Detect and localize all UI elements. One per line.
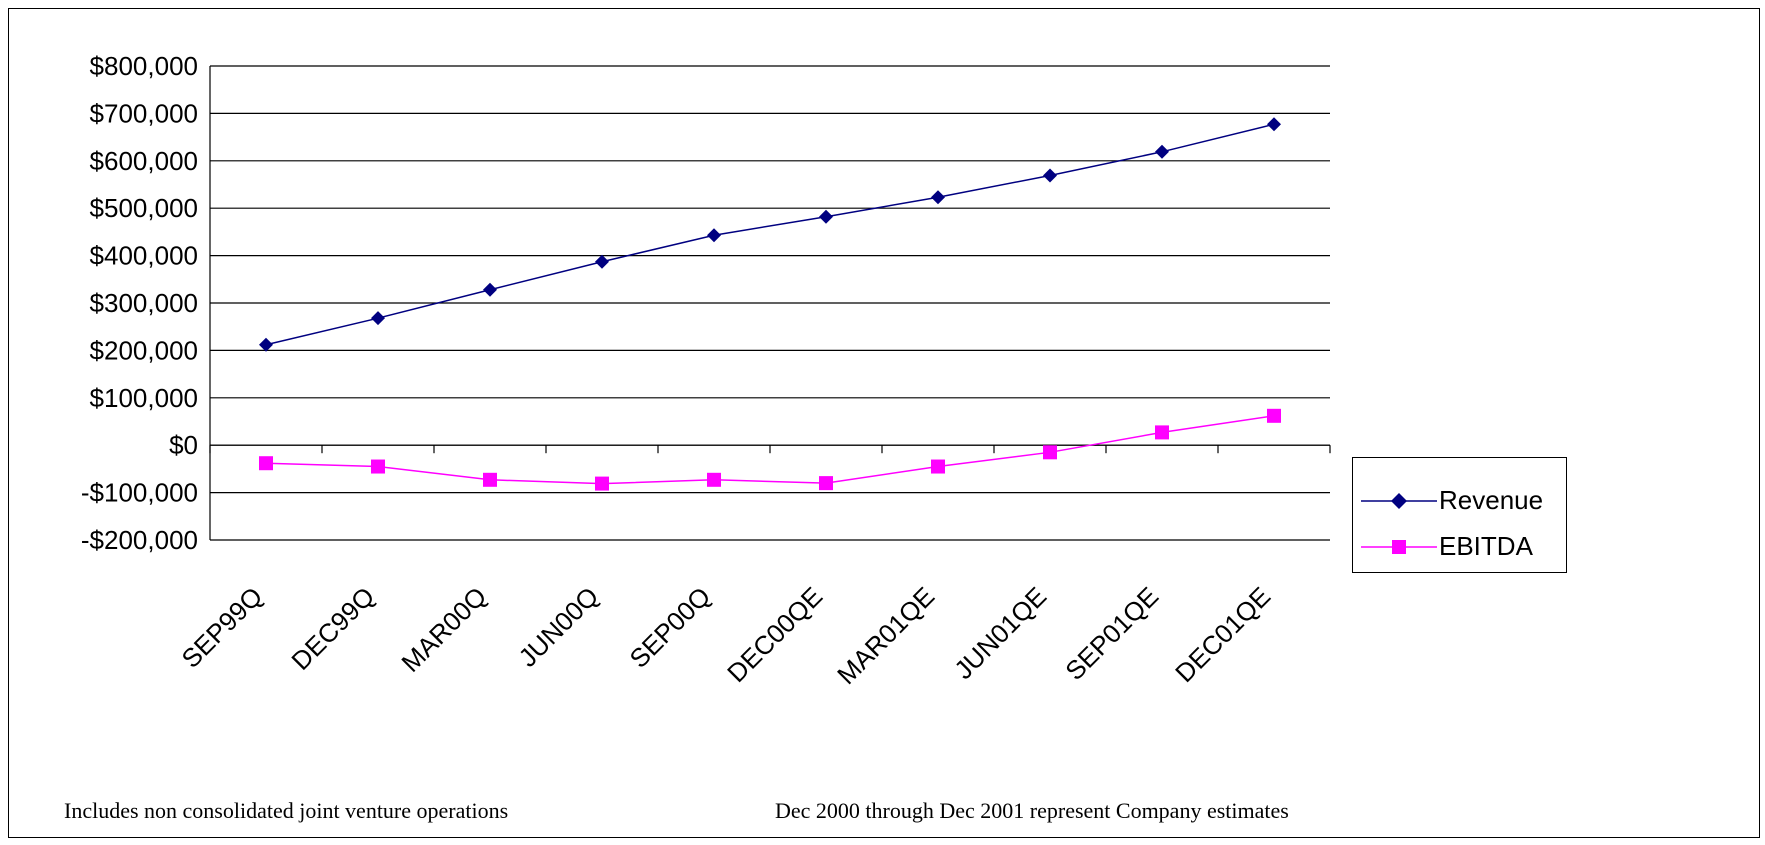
x-tick-label: DEC99Q [285, 581, 380, 676]
legend-item-revenue: Revenue [1353, 481, 1568, 521]
y-tick-label: $200,000 [90, 335, 198, 365]
data-point-ebitda [595, 476, 609, 491]
data-point-revenue [819, 209, 833, 224]
data-point-revenue [1043, 168, 1057, 183]
data-point-ebitda [371, 459, 385, 474]
data-point-ebitda [1267, 408, 1281, 423]
data-point-ebitda [931, 459, 945, 474]
chart-frame [8, 8, 1760, 838]
legend-item-ebitda: EBITDA [1353, 527, 1568, 567]
legend-label-ebitda: EBITDA [1439, 531, 1533, 561]
x-tick-label: SEP00Q [623, 581, 716, 674]
y-tick-label: $400,000 [90, 241, 198, 271]
data-point-revenue [1155, 144, 1169, 159]
series-line-ebitda [265, 415, 1275, 485]
data-point-revenue [483, 282, 497, 297]
legend-label-revenue: Revenue [1439, 485, 1544, 515]
y-tick-label: $600,000 [90, 146, 198, 176]
legend-swatch-revenue [1361, 493, 1437, 509]
y-tick-label: -$100,000 [81, 478, 198, 508]
data-point-ebitda [819, 476, 833, 491]
y-tick-label: $0 [169, 430, 198, 460]
data-point-revenue [371, 311, 385, 326]
data-point-revenue [595, 254, 609, 269]
x-tick-label: DEC00QE [721, 581, 828, 688]
data-point-ebitda [483, 472, 497, 487]
series-line-revenue [265, 123, 1275, 346]
x-tick-label: JUN01QE [948, 581, 1052, 685]
y-tick-label: $800,000 [90, 51, 198, 81]
data-point-revenue [707, 228, 721, 243]
legend-swatch-ebitda [1361, 540, 1437, 554]
x-tick-label: JUN00Q [513, 581, 605, 673]
note-joint-venture: Includes non consolidated joint venture … [64, 798, 509, 823]
data-point-revenue [931, 190, 945, 205]
data-point-ebitda [1155, 425, 1169, 440]
data-point-ebitda [1043, 445, 1057, 460]
y-tick-label: $700,000 [90, 98, 198, 128]
chart-legend: Revenue EBITDA [1352, 457, 1567, 573]
y-tick-label: $500,000 [90, 193, 198, 223]
data-point-revenue [259, 337, 273, 352]
y-tick-label: $300,000 [90, 288, 198, 318]
x-tick-label: SEP01QE [1059, 581, 1164, 686]
x-tick-label: MAR01QE [831, 581, 940, 690]
data-point-revenue [1267, 117, 1281, 132]
data-point-ebitda [707, 472, 721, 487]
y-tick-label: $100,000 [90, 383, 198, 413]
note-estimates: Dec 2000 through Dec 2001 represent Comp… [775, 798, 1289, 823]
y-tick-label: -$200,000 [81, 525, 198, 555]
x-tick-label: MAR00Q [395, 581, 492, 678]
data-point-ebitda [259, 456, 273, 471]
x-tick-label: SEP99Q [175, 581, 268, 674]
x-tick-label: DEC01QE [1169, 581, 1276, 688]
